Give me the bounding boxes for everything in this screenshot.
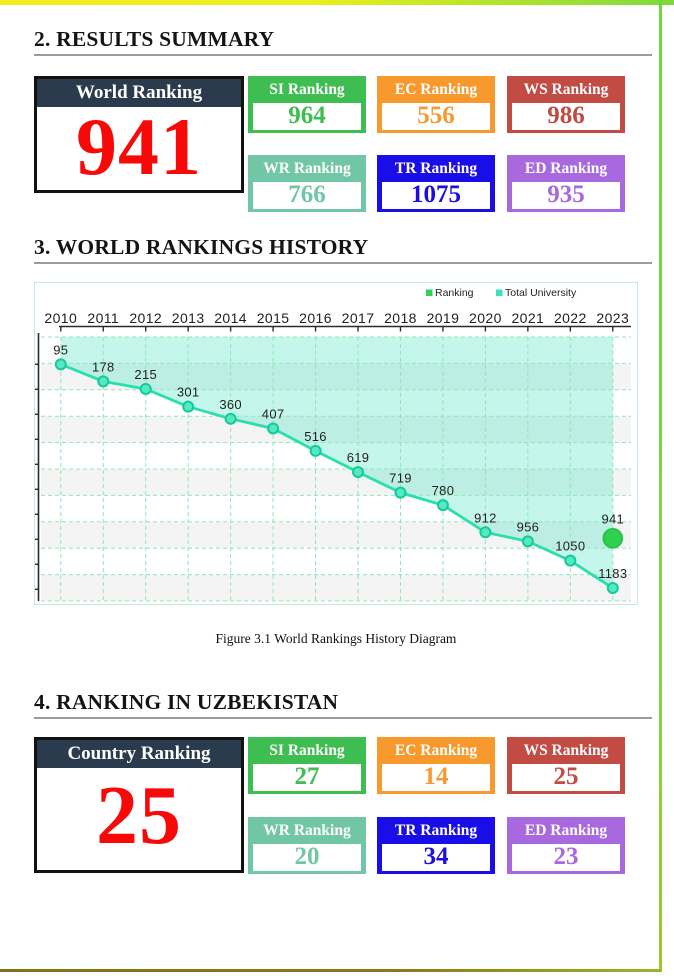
svg-text:178: 178 (92, 359, 115, 374)
card-label: ED Ranking (524, 822, 608, 839)
card-label: EC Ranking (394, 742, 478, 759)
card-value: 935 (547, 182, 585, 208)
section-title-ranking-in-uzbekistan: 4. RANKING IN UZBEKISTAN (34, 690, 339, 714)
svg-text:2013: 2013 (172, 310, 205, 326)
card-value: 766 (288, 182, 326, 208)
card-label: WS Ranking (523, 81, 609, 98)
world-ranking-value: 941 (76, 107, 202, 190)
figure-caption: Figure 3.1 World Rankings History Diagra… (215, 631, 457, 646)
svg-text:95: 95 (53, 342, 68, 357)
svg-text:Ranking: Ranking (435, 287, 474, 299)
ec-ranking-card: EC Ranking 556 (377, 76, 495, 133)
svg-text:941: 941 (601, 511, 624, 526)
page-border-bottom (0, 969, 661, 972)
ec-ranking-card-uz: EC Ranking 14 (377, 737, 495, 794)
svg-text:1183: 1183 (598, 566, 627, 581)
svg-text:2011: 2011 (87, 310, 119, 326)
card-value: 556 (417, 103, 455, 129)
section-rule (34, 53, 652, 56)
country-ranking-card: Country Ranking 25 (34, 737, 244, 873)
page-border-right (659, 0, 662, 972)
svg-text:407: 407 (262, 406, 285, 421)
svg-text:2010: 2010 (44, 310, 77, 326)
si-ranking-card: SI Ranking 964 (248, 76, 366, 133)
world-rankings-history-chart: 2010 2011 2012 2013 2014 2015 2016 2017 2018 2019… (34, 282, 638, 605)
svg-text:516: 516 (304, 429, 327, 444)
svg-text:Total University: Total University (505, 287, 577, 299)
card-value: 20 (294, 844, 320, 870)
world-ranking-label: World Ranking (37, 79, 241, 107)
section-rule (34, 716, 652, 719)
tr-ranking-card-uz: TR Ranking 34 (377, 817, 495, 874)
wr-ranking-card: WR Ranking 766 (248, 155, 366, 212)
svg-text:2016: 2016 (299, 310, 332, 326)
ed-ranking-card-uz: ED Ranking 23 (507, 817, 625, 874)
card-value: 986 (547, 103, 585, 129)
card-label: SI Ranking (269, 81, 345, 98)
card-value: 14 (423, 764, 449, 790)
card-value: 34 (423, 844, 449, 870)
svg-text:2022: 2022 (554, 310, 587, 326)
svg-text:360: 360 (219, 397, 242, 412)
card-value: 964 (288, 103, 326, 129)
svg-text:2019: 2019 (427, 310, 460, 326)
svg-text:719: 719 (389, 471, 412, 486)
card-label: WR Ranking (263, 822, 351, 839)
svg-text:2014: 2014 (214, 310, 247, 326)
si-ranking-card-uz: SI Ranking 27 (248, 737, 366, 794)
ws-ranking-card-uz: WS Ranking 25 (507, 737, 625, 794)
line-chart: 2010 2011 2012 2013 2014 2015 2016 2017 2018 2019… (35, 287, 631, 602)
wr-ranking-card-uz: WR Ranking 20 (248, 817, 366, 874)
svg-text:2021: 2021 (511, 310, 544, 326)
card-value: 27 (294, 764, 320, 790)
card-label: WS Ranking (523, 742, 609, 759)
card-value: 23 (553, 844, 579, 870)
svg-text:2012: 2012 (129, 310, 162, 326)
world-ranking-card: World Ranking 941 (34, 76, 244, 193)
svg-text:2020: 2020 (469, 310, 502, 326)
card-value: 25 (553, 764, 579, 790)
card-label: EC Ranking (394, 81, 478, 98)
svg-text:2023: 2023 (596, 310, 629, 326)
country-ranking-label: Country Ranking (37, 740, 241, 768)
svg-text:2017: 2017 (342, 310, 375, 326)
section-rule (34, 261, 652, 264)
svg-text:215: 215 (134, 367, 157, 382)
country-ranking-value: 25 (96, 769, 182, 862)
card-label: ED Ranking (524, 160, 608, 177)
svg-text:2015: 2015 (257, 310, 290, 326)
svg-text:301: 301 (177, 385, 200, 400)
card-value: 1075 (411, 182, 461, 208)
card-label: TR Ranking (394, 822, 478, 839)
svg-text:912: 912 (474, 510, 497, 525)
svg-text:619: 619 (347, 450, 370, 465)
section-title-world-rankings-history: 3. WORLD RANKINGS HISTORY (34, 235, 369, 259)
card-label: SI Ranking (269, 742, 345, 759)
page-border-top (0, 0, 674, 5)
svg-text:2018: 2018 (384, 310, 417, 326)
ed-ranking-card: ED Ranking 935 (507, 155, 625, 212)
svg-text:1050: 1050 (555, 539, 585, 554)
ws-ranking-card: WS Ranking 986 (507, 76, 625, 133)
card-label: TR Ranking (394, 160, 478, 177)
card-label: WR Ranking (263, 160, 351, 177)
tr-ranking-card: TR Ranking 1075 (377, 155, 495, 212)
svg-text:956: 956 (517, 519, 540, 534)
section-title-results-summary: 2. RESULTS SUMMARY (34, 27, 275, 51)
svg-text:780: 780 (432, 483, 455, 498)
